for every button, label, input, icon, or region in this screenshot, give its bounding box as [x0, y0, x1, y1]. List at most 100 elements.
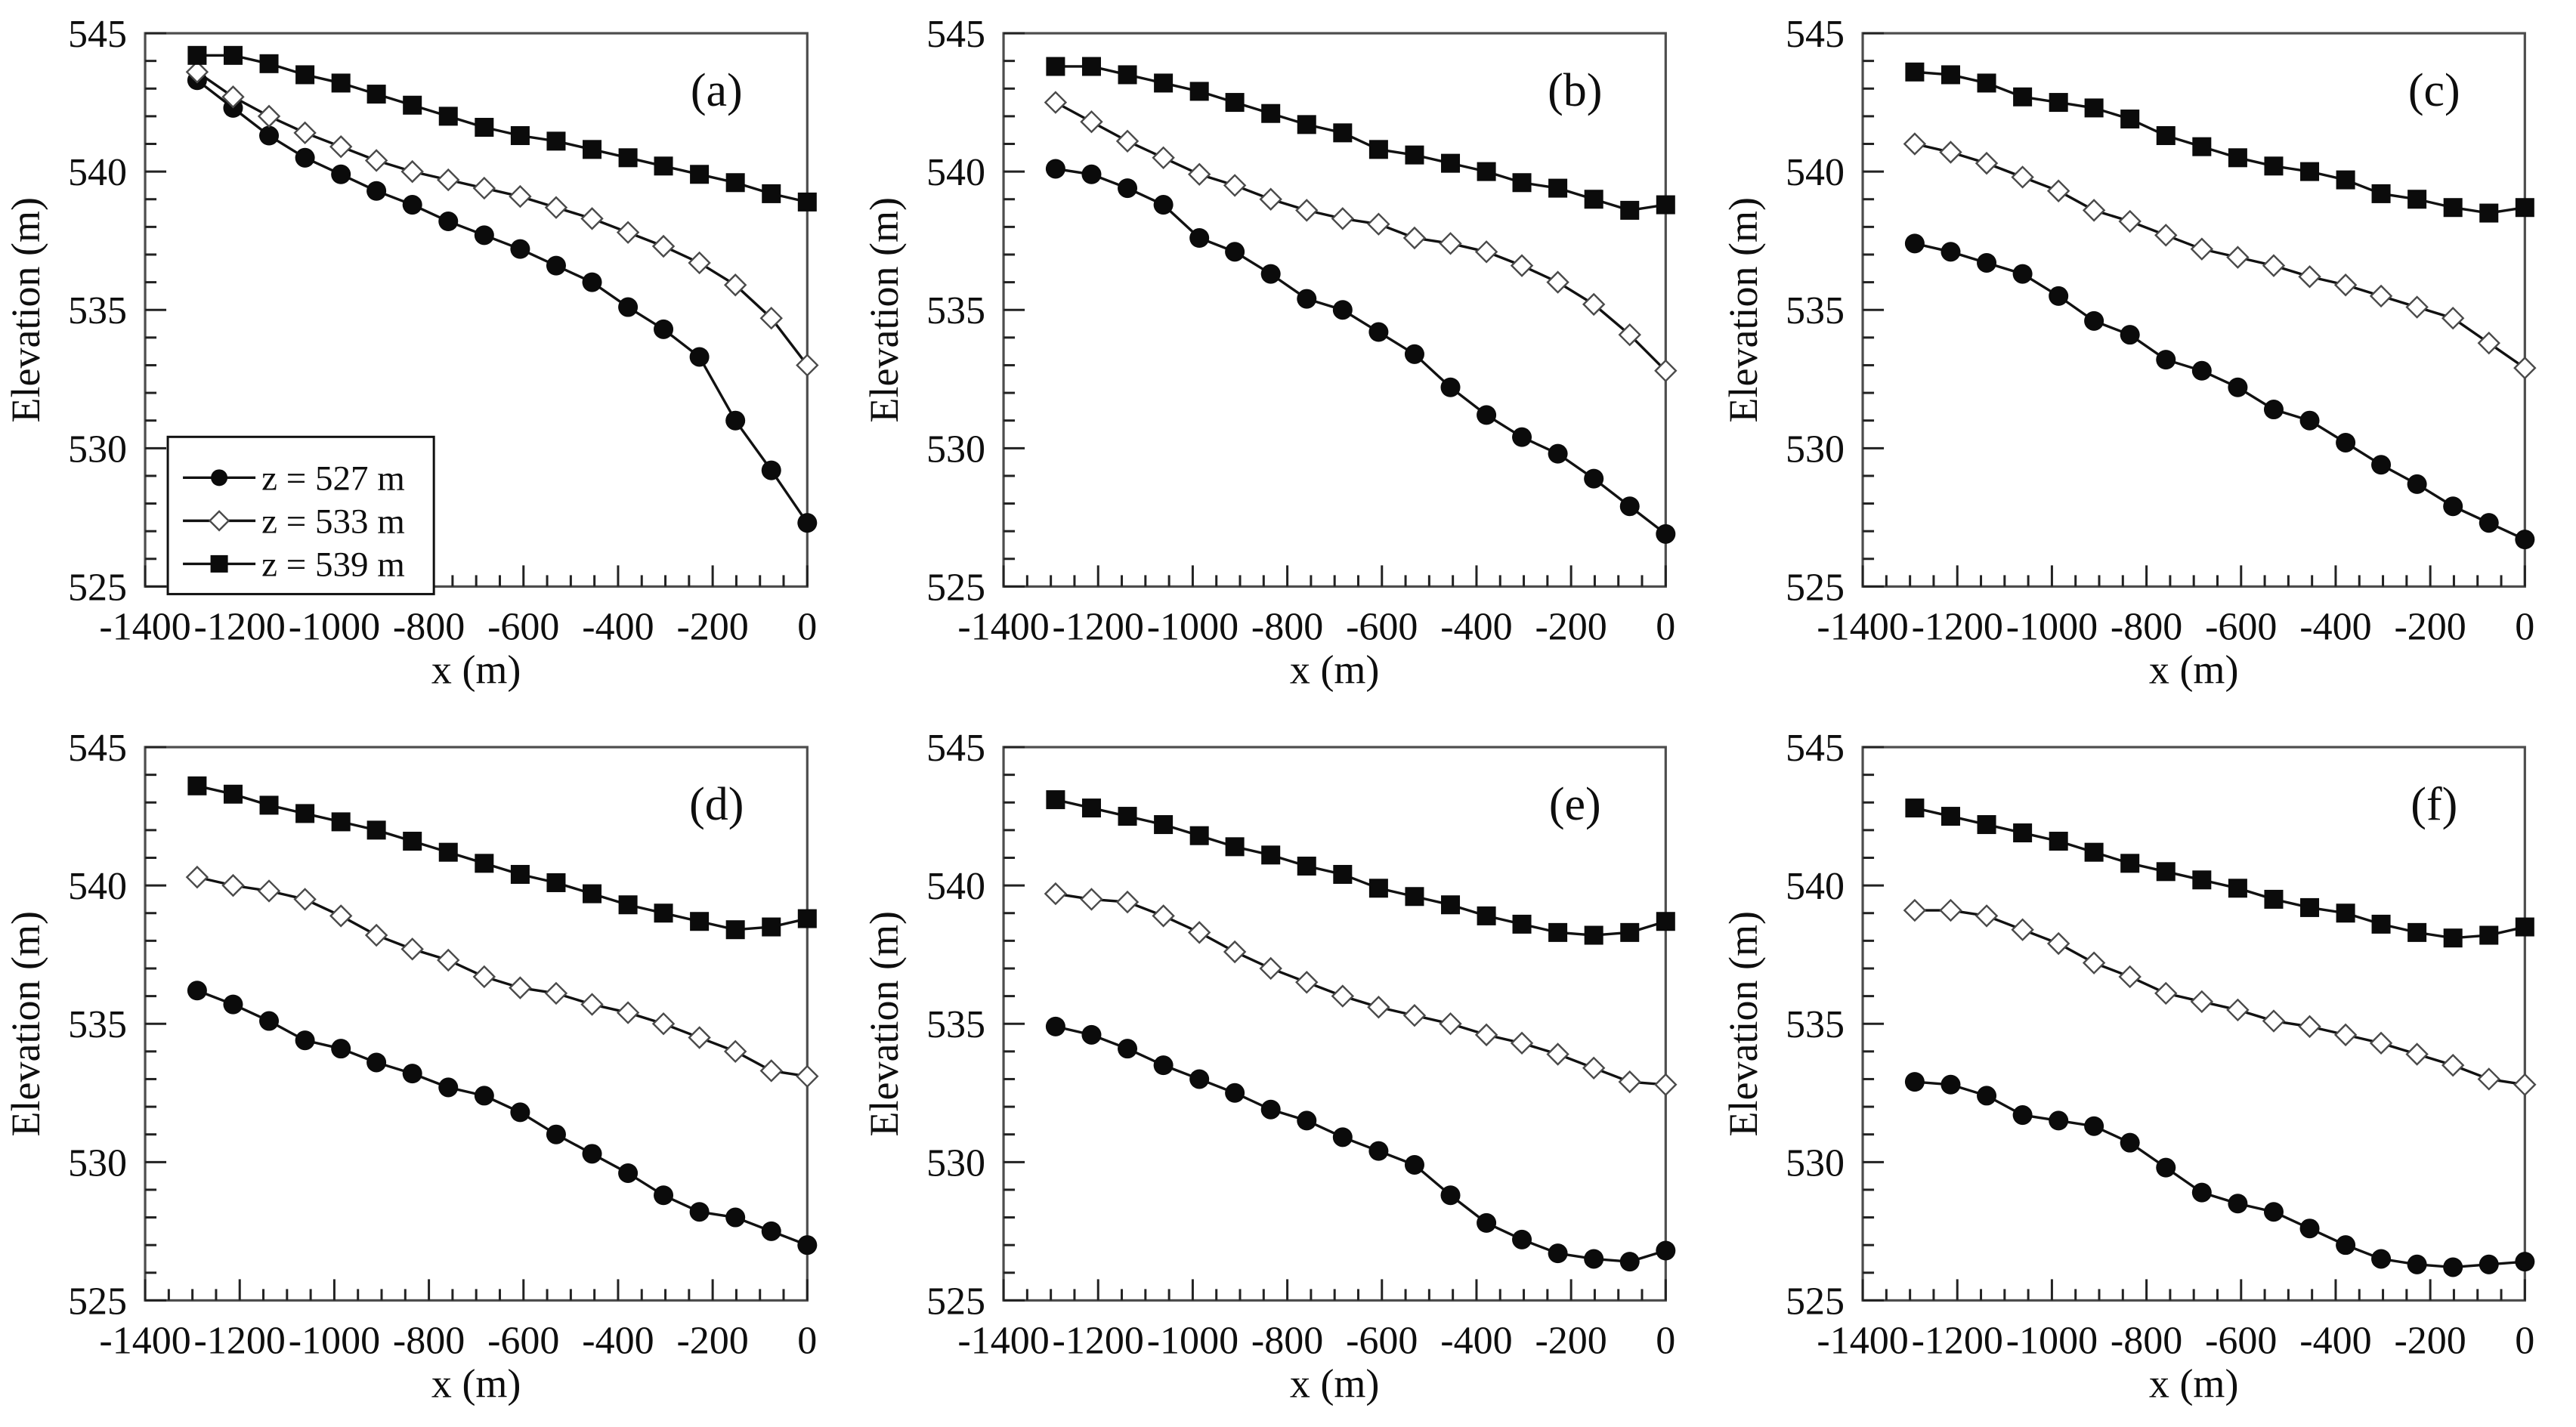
marker-circle [2442, 496, 2463, 517]
marker-diamond [2297, 1015, 2321, 1038]
marker-circle [1189, 1068, 1210, 1089]
marker-square [1297, 115, 1317, 134]
marker-square [1082, 798, 1102, 817]
marker-circle [331, 1038, 351, 1058]
marker-circle [1941, 242, 1961, 262]
marker-diamond [580, 992, 604, 1016]
marker-circle [1153, 1055, 1174, 1075]
marker-square [1405, 145, 1424, 165]
marker-square [1261, 845, 1281, 864]
panel-d: -1400 -1200 -1000 -800 -600 -400 -200 0 525 530 53… [0, 714, 858, 1427]
marker-square [223, 784, 243, 804]
marker-circle [2191, 360, 2212, 381]
marker-diamond [2333, 273, 2357, 297]
marker-square [475, 118, 494, 137]
y-tick-label: 540 [926, 151, 985, 194]
marker-circle [1297, 289, 1317, 309]
marker-circle [1512, 1229, 1532, 1249]
marker-square [690, 165, 710, 184]
marker-diamond [580, 207, 604, 230]
marker-circle [1153, 195, 1174, 215]
marker-diamond [651, 234, 676, 258]
marker-diamond [616, 1000, 640, 1024]
marker-diamond [364, 923, 388, 947]
marker-square [510, 864, 530, 884]
marker-circle [761, 1221, 781, 1241]
marker-square [1333, 864, 1353, 884]
y-tick-label: 545 [926, 13, 985, 56]
x-tick-label: -600 [2205, 605, 2277, 648]
marker-diamond [329, 134, 353, 159]
marker-diamond [1618, 1070, 1642, 1093]
x-tick-label: -1400 [99, 1319, 190, 1362]
marker-circle [1904, 1071, 1925, 1092]
marker-diamond [1259, 956, 1283, 980]
marker-square [2191, 869, 2211, 889]
marker-diamond [2046, 179, 2070, 202]
marker-square [2264, 889, 2284, 909]
marker-square [2479, 925, 2498, 945]
marker-square [1154, 73, 1174, 93]
marker-square [1190, 826, 1210, 845]
marker-square [438, 842, 458, 862]
marker-square [1405, 886, 1424, 906]
marker-square [2084, 98, 2104, 118]
marker-circle [2155, 350, 2176, 370]
marker-diamond [1116, 890, 1140, 913]
marker-diamond [257, 879, 281, 903]
marker-square [1118, 806, 1137, 826]
marker-square [1369, 878, 1389, 897]
marker-diamond [723, 273, 747, 297]
marker-square [1584, 190, 1604, 209]
marker-square [1941, 806, 1960, 826]
x-tick-label: -1200 [194, 1319, 286, 1362]
series-line-diamond [196, 875, 808, 1077]
marker-square [1333, 123, 1353, 143]
marker-circle [2228, 1193, 2248, 1213]
legend-marker-diamond [208, 510, 230, 532]
panel-b: -1400 -1200 -1000 -800 -600 -400 -200 0 525 530 53… [858, 0, 1717, 714]
marker-diamond [2513, 356, 2537, 380]
marker-circle [259, 1011, 280, 1031]
marker-square [654, 903, 673, 922]
x-tick-label: 0 [1656, 605, 1676, 648]
panel-f: -1400 -1200 -1000 -800 -600 -400 -200 0 525 530 53… [1718, 714, 2576, 1427]
y-tick-label: 525 [1786, 1280, 1845, 1323]
panel-d-chart: -1400 -1200 -1000 -800 -600 -400 -200 0 525 530 53… [3, 727, 819, 1406]
marker-circle [1189, 227, 1210, 249]
marker-circle [582, 272, 602, 292]
marker-diamond [1475, 1023, 1498, 1046]
marker-square [1548, 178, 1568, 198]
marker-square [1046, 789, 1065, 809]
marker-square [1225, 93, 1245, 113]
marker-circle [2479, 513, 2499, 533]
marker-square [2515, 198, 2534, 218]
marker-diamond [2190, 990, 2213, 1013]
marker-diamond [2262, 1008, 2285, 1033]
marker-diamond [400, 159, 424, 184]
marker-square [2156, 126, 2176, 146]
marker-square [2407, 922, 2426, 942]
panel-letter: (c) [2408, 65, 2460, 116]
marker-diamond [437, 948, 460, 971]
marker-diamond [472, 176, 496, 200]
panel-c: -1400 -1200 -1000 -800 -600 -400 -200 0 525 530 53… [1718, 0, 2576, 714]
x-tick-label: -1000 [2005, 605, 2097, 648]
x-tick-label: -800 [393, 605, 465, 648]
marker-circle [1656, 1240, 1676, 1261]
y-axis-title: Elevation (m) [861, 197, 907, 423]
marker-circle [1118, 1038, 1138, 1058]
x-tick-label: -1400 [958, 1319, 1050, 1362]
marker-diamond [544, 196, 568, 219]
marker-circle [2120, 325, 2140, 345]
x-tick-label: -1200 [1053, 605, 1144, 648]
marker-square [2407, 190, 2426, 209]
y-tick-label: 525 [68, 1280, 127, 1323]
series-line-circle [1914, 1080, 2525, 1268]
y-tick-label: 535 [926, 1003, 985, 1046]
marker-diamond [1903, 898, 1926, 922]
x-tick-label: -600 [487, 605, 559, 648]
marker-diamond [257, 104, 281, 128]
x-tick-label: -1200 [1911, 605, 2002, 648]
marker-diamond [1938, 898, 1962, 922]
